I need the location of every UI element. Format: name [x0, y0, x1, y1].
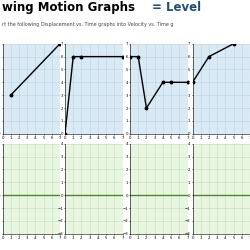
- Text: wing Motion Graphs: wing Motion Graphs: [2, 1, 136, 14]
- Text: rt the following Displacement vs. Time graphs into Velocity vs. Time g: rt the following Displacement vs. Time g…: [2, 22, 174, 27]
- Text: = Level: = Level: [152, 1, 202, 14]
